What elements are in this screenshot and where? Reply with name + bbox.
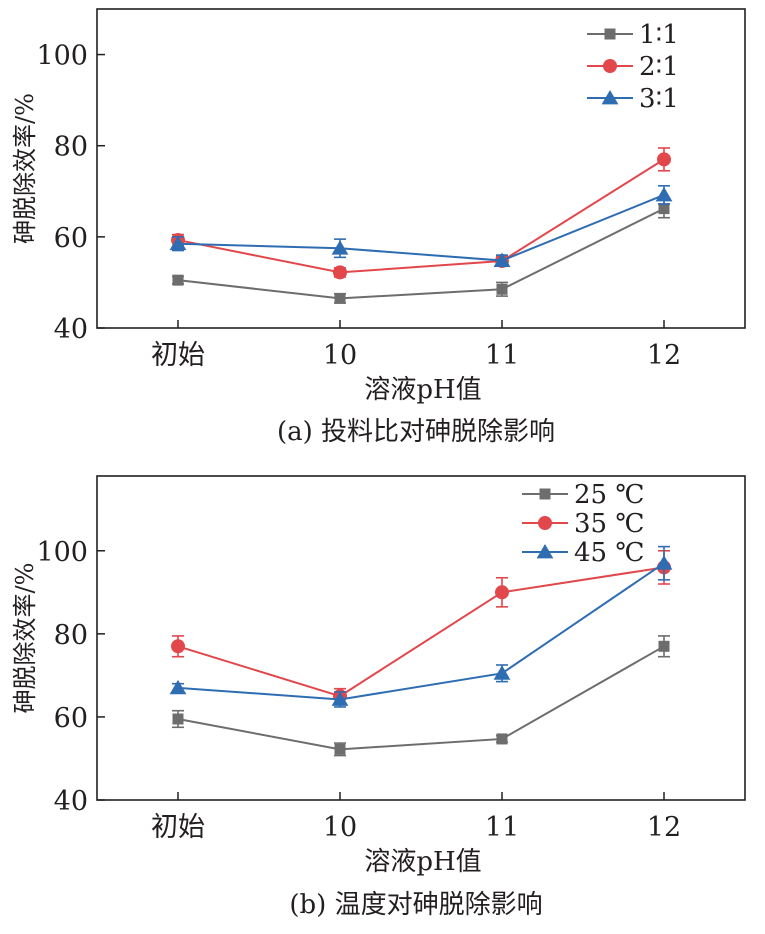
series-2 bbox=[169, 545, 673, 708]
legend-marker bbox=[601, 90, 619, 105]
plot-frame bbox=[96, 8, 746, 329]
legend-item-2: 3∶1 bbox=[587, 84, 679, 114]
series-line bbox=[177, 158, 665, 274]
data-point bbox=[169, 679, 187, 695]
data-point bbox=[169, 235, 187, 251]
x-axis-title: 溶液pH值 bbox=[364, 847, 481, 877]
x-tick-label: 10 bbox=[323, 812, 357, 843]
x-tick-label: 11 bbox=[485, 812, 519, 843]
panel-caption: (a) 投料比对砷脱除影响 bbox=[277, 417, 555, 447]
plot-frame bbox=[96, 475, 746, 801]
y-tick-label: 40 bbox=[54, 786, 88, 817]
legend-label: 45 ℃ bbox=[574, 538, 644, 568]
data-point bbox=[655, 186, 673, 202]
legend-label: 35 ℃ bbox=[574, 509, 644, 539]
legend-item-1: 2∶1 bbox=[587, 52, 679, 82]
legend-marker bbox=[604, 28, 616, 40]
legend-label: 3∶1 bbox=[639, 84, 679, 114]
legend-item-2: 45 ℃ bbox=[522, 538, 644, 568]
chart-panel-a: 40 60 80 100 初始 10 11 12 溶液pH值 砷脱除效率/% (a) 投料比对砷脱除… bbox=[11, 8, 746, 447]
y-tick-label: 80 bbox=[54, 620, 88, 651]
series-line bbox=[177, 566, 665, 698]
y-tick-label: 60 bbox=[54, 223, 88, 254]
data-point bbox=[496, 283, 508, 295]
series-0 bbox=[172, 198, 670, 304]
x-tick-label: 初始 bbox=[151, 812, 205, 843]
data-point bbox=[495, 585, 509, 600]
series-0 bbox=[172, 635, 670, 757]
data-point bbox=[493, 665, 511, 680]
data-point bbox=[658, 203, 670, 215]
series-line bbox=[177, 207, 665, 300]
data-point bbox=[171, 639, 185, 654]
series-line bbox=[177, 562, 665, 701]
data-point bbox=[172, 713, 184, 725]
series-2 bbox=[169, 185, 673, 267]
data-point bbox=[658, 640, 670, 652]
data-point bbox=[657, 152, 671, 167]
x-tick-label: 10 bbox=[323, 340, 357, 371]
y-tick-label: 40 bbox=[54, 314, 88, 345]
legend-marker bbox=[539, 488, 551, 500]
data-point bbox=[331, 691, 349, 706]
data-point bbox=[333, 265, 347, 280]
legend-label: 2∶1 bbox=[639, 52, 679, 82]
panel-caption: (b) 温度对砷脱除影响 bbox=[289, 890, 542, 920]
legend-marker bbox=[603, 59, 617, 73]
series-1 bbox=[171, 549, 671, 705]
legend-label: 25 ℃ bbox=[574, 480, 644, 510]
data-point bbox=[331, 240, 349, 255]
y-tick-label: 100 bbox=[36, 537, 88, 568]
data-point bbox=[334, 292, 346, 304]
x-axis-title: 溶液pH值 bbox=[364, 375, 481, 405]
legend-label: 1∶1 bbox=[639, 20, 679, 50]
data-point bbox=[172, 274, 184, 286]
legend-item-0: 1∶1 bbox=[587, 20, 679, 50]
series-line bbox=[177, 194, 665, 262]
y-tick-label: 100 bbox=[36, 41, 88, 72]
legend-marker bbox=[538, 516, 552, 530]
data-point bbox=[655, 555, 673, 570]
chart-panel-b: 40 60 80 100 初始 10 11 12 溶液pH值 砷脱除效率/% (b) 温度对砷脱除影… bbox=[11, 475, 746, 920]
series-line bbox=[177, 645, 665, 751]
legend-item-1: 35 ℃ bbox=[522, 509, 644, 539]
y-axis-title: 砷脱除效率/% bbox=[11, 93, 39, 244]
data-point bbox=[493, 252, 511, 267]
data-point bbox=[334, 743, 346, 755]
series-1 bbox=[171, 147, 671, 280]
x-tick-label: 11 bbox=[485, 340, 519, 371]
y-tick-label: 80 bbox=[54, 132, 88, 163]
x-tick-label: 12 bbox=[647, 812, 681, 843]
legend-marker bbox=[536, 544, 554, 559]
legend-item-0: 25 ℃ bbox=[522, 480, 644, 510]
data-point bbox=[496, 733, 508, 745]
x-tick-label: 初始 bbox=[151, 340, 205, 371]
y-axis-title: 砷脱除效率/% bbox=[11, 563, 39, 714]
y-tick-label: 60 bbox=[54, 703, 88, 734]
x-tick-label: 12 bbox=[647, 340, 681, 371]
